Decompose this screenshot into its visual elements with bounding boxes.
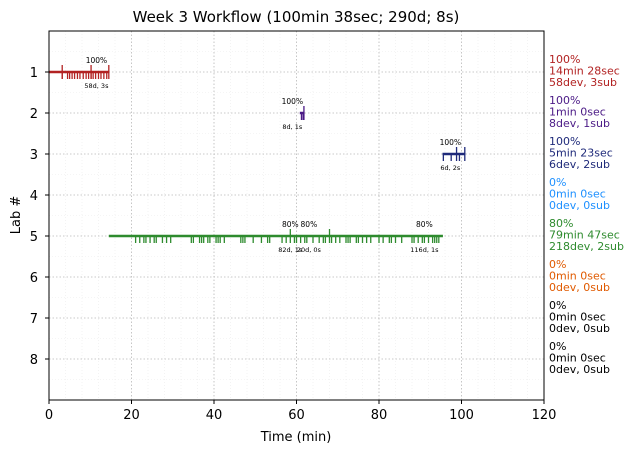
lab-2-series: 100% 8d, 1s <box>282 97 305 131</box>
lab-4-summary-line: 0% <box>549 176 566 189</box>
lab-5-series: 80% 82d, 1s 80% 20d, 0s 80% 116d, 1s <box>108 220 443 254</box>
lab-1-summary-line: 14min 28sec <box>549 65 620 78</box>
x-tick-label: 40 <box>206 408 223 423</box>
score-annotation: 80% <box>416 220 433 229</box>
y-axis-ticks: 1 2 3 4 5 6 7 8 <box>30 66 49 368</box>
lab-6-summary-line: 0% <box>549 258 566 271</box>
score-annotation: 80% <box>282 220 299 229</box>
y-tick-label: 6 <box>30 271 38 286</box>
y-tick-label: 1 <box>30 66 38 81</box>
x-tick-label: 0 <box>45 408 53 423</box>
stats-annotation: 116d, 1s <box>410 246 439 254</box>
lab-4-summary-line: 0min 0sec <box>549 188 606 201</box>
x-tick-label: 60 <box>288 408 305 423</box>
y-tick-label: 8 <box>30 353 38 368</box>
lab-1-summary-line: 100% <box>549 53 580 66</box>
lab-3-summary-line: 6dev, 2sub <box>549 158 610 171</box>
lab-6-summary-line: 0min 0sec <box>549 270 606 283</box>
lab-2-summary-line: 100% <box>549 94 580 107</box>
lab-7-summary-line: 0dev, 0sub <box>549 322 610 335</box>
stats-annotation: 8d, 1s <box>282 123 303 131</box>
stats-annotation: 58d, 3s <box>84 82 109 90</box>
x-axis-ticks: 0 20 40 60 80 100 120 <box>45 400 557 423</box>
x-tick-label: 100 <box>449 408 474 423</box>
lab-7-summary-line: 0min 0sec <box>549 311 606 324</box>
chart-title: Week 3 Workflow (100min 38sec; 290d; 8s) <box>133 8 460 26</box>
lab-8-summary-line: 0% <box>549 340 566 353</box>
score-annotation: 100% <box>282 97 303 106</box>
y-tick-label: 2 <box>30 107 38 122</box>
score-annotation: 100% <box>86 56 107 65</box>
lab-5-summary-line: 79min 47sec <box>549 229 620 242</box>
lab-8-summary-line: 0min 0sec <box>549 352 606 365</box>
x-tick-label: 80 <box>371 408 388 423</box>
lab-3-summary-line: 5min 23sec <box>549 147 613 160</box>
lab-5-summary-line: 80% <box>549 217 573 230</box>
lab-3-series: 100% 6d, 2s <box>440 138 466 172</box>
y-tick-label: 7 <box>30 312 38 327</box>
x-axis-label: Time (min) <box>260 430 332 445</box>
x-tick-label: 120 <box>532 408 557 423</box>
y-tick-label: 4 <box>30 189 38 204</box>
lab-7-summary-line: 0% <box>549 299 566 312</box>
lab-4-summary-line: 0dev, 0sub <box>549 199 610 212</box>
y-axis-label: Lab # <box>9 196 24 235</box>
x-tick-label: 20 <box>123 408 140 423</box>
lab-2-summary-line: 1min 0sec <box>549 106 606 119</box>
lab-1-series: 100% 58d, 3s <box>49 56 110 90</box>
lab-8-summary-line: 0dev, 0sub <box>549 363 610 376</box>
stats-annotation: 82d, 1s <box>278 246 303 254</box>
lab-2-summary-line: 8dev, 1sub <box>549 117 610 130</box>
y-tick-label: 5 <box>30 230 38 245</box>
lab-3-summary-line: 100% <box>549 135 580 148</box>
stats-annotation: 6d, 2s <box>440 164 461 172</box>
lab-6-summary-line: 0dev, 0sub <box>549 281 610 294</box>
score-annotation: 100% <box>440 138 461 147</box>
score-annotation: 80% <box>301 220 318 229</box>
lab-5-summary-line: 218dev, 2sub <box>549 240 624 253</box>
lab-series: 100% 58d, 3s 100% 8d, 1s 100% 6d, 2s 80% 82d, 1… <box>49 56 466 254</box>
y-tick-label: 3 <box>30 148 38 163</box>
stats-annotation: 20d, 0s <box>297 246 322 254</box>
lab-1-summary-line: 58dev, 3sub <box>549 76 617 89</box>
